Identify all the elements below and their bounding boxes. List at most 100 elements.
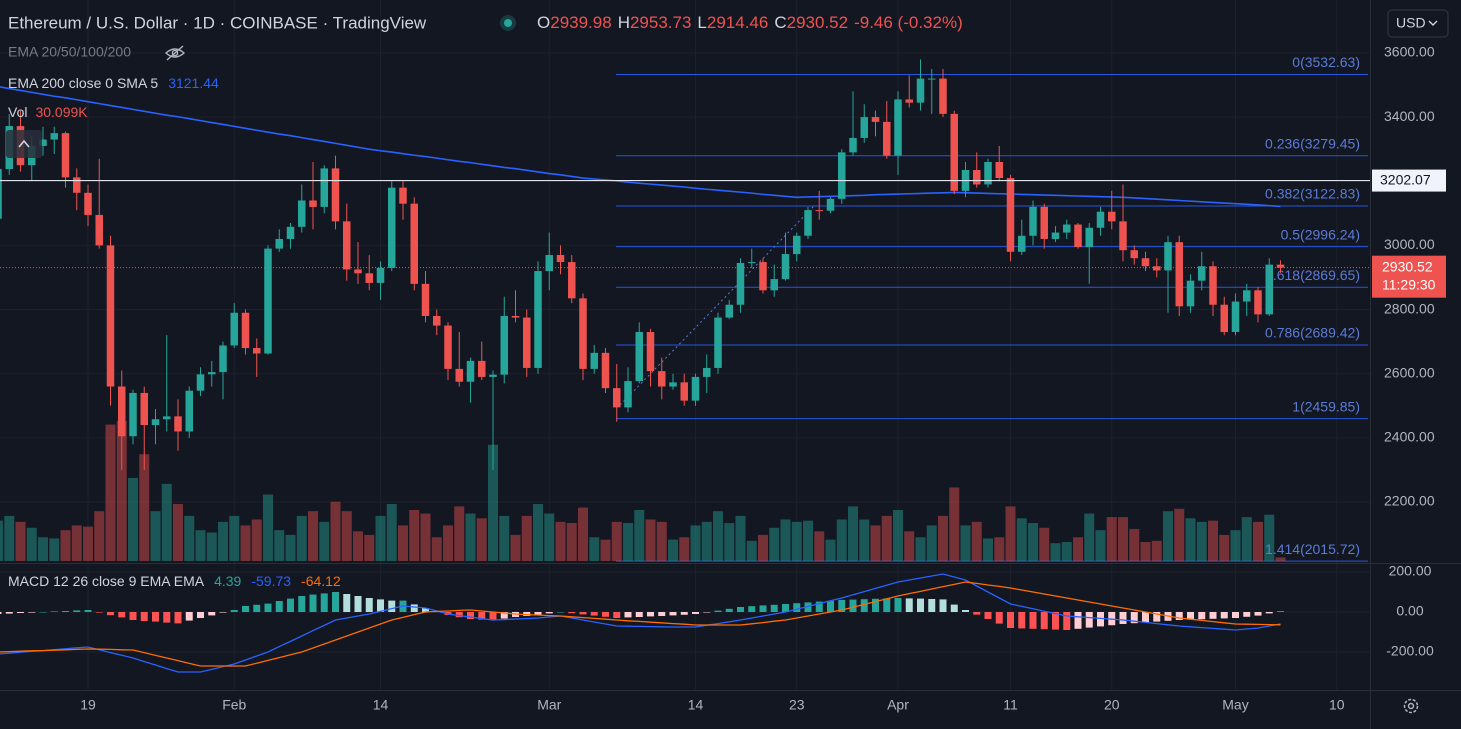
- macd-histogram-bar: [782, 604, 789, 612]
- hide-icon[interactable]: [164, 45, 186, 61]
- macd-histogram-bar: [804, 602, 812, 612]
- candle-body: [1186, 280, 1195, 307]
- candle-body: [511, 315, 520, 318]
- macd-histogram-bar: [467, 612, 474, 619]
- macd-histogram-bar: [242, 606, 249, 612]
- price-line-tag: [1372, 169, 1446, 192]
- volume-bar: [881, 515, 892, 561]
- y-tick-label: 3400.00: [1384, 108, 1435, 124]
- macd-histogram-bar: [1277, 611, 1284, 612]
- x-tick-label: 11: [1003, 697, 1018, 713]
- axis-layer: 3600.003400.003200.003000.002800.002600.…: [80, 44, 1446, 713]
- macd-histogram-bar: [455, 612, 463, 618]
- candle-body: [815, 210, 823, 212]
- volume-bar: [161, 483, 172, 561]
- macd-histogram-bar: [962, 610, 969, 612]
- macd-histogram-bar: [1130, 612, 1138, 624]
- countdown-label: 11:29:30: [1382, 276, 1436, 292]
- ohlc-value: 2914.46: [707, 13, 768, 32]
- settings-button[interactable]: [1403, 698, 1419, 714]
- volume-bar: [1151, 540, 1162, 561]
- fib-label: 0(3532.63): [1292, 54, 1360, 70]
- volume-bar: [600, 539, 611, 561]
- volume-bar: [353, 531, 363, 561]
- candle-body: [163, 416, 171, 420]
- macd-histogram-bar: [275, 601, 283, 612]
- macd-histogram-bar: [410, 604, 418, 612]
- macd-histogram-bar: [635, 612, 643, 617]
- candle-body: [1265, 264, 1273, 315]
- volume-bar: [1208, 520, 1218, 561]
- volume-bar: [971, 521, 982, 561]
- candle-body: [129, 392, 137, 437]
- candle-body: [174, 416, 182, 432]
- volume-bar: [206, 532, 217, 561]
- indicator-title: EMA 20/50/100/200: [8, 44, 131, 60]
- candle-body: [894, 99, 902, 156]
- volume-bar: [701, 521, 712, 561]
- currency-chevron: [1428, 20, 1438, 26]
- macd-histogram-bar: [62, 611, 69, 612]
- macd-histogram-bar: [1265, 612, 1273, 614]
- macd-histogram-bar: [703, 612, 711, 613]
- macd-histogram-bar: [534, 612, 542, 615]
- candle-body: [208, 372, 216, 375]
- candle-body: [646, 332, 655, 372]
- macd-histogram-bar: [174, 612, 182, 624]
- macd-histogram-bar: [1029, 612, 1037, 629]
- macd-histogram-bar: [1153, 612, 1161, 622]
- macd-histogram-bar: [1198, 612, 1206, 620]
- macd-histogram-bar: [1142, 612, 1149, 623]
- candle-body: [275, 238, 283, 249]
- volume-bar: [251, 519, 262, 561]
- candle-body: [421, 283, 430, 316]
- volume-bar: [949, 487, 960, 561]
- candle-body: [433, 315, 441, 326]
- macd-histogram-bar: [1040, 612, 1048, 630]
- macd-histogram-bar: [872, 598, 879, 612]
- candle-body: [241, 312, 250, 349]
- macd-histogram-bar: [39, 612, 47, 613]
- candle-body: [691, 376, 700, 401]
- volume-bar: [1005, 506, 1016, 561]
- volume-bar: [465, 513, 476, 561]
- y-tick-label: 3600.00: [1384, 44, 1435, 60]
- volume-bar: [105, 424, 116, 561]
- macd-histogram-bar: [1209, 612, 1217, 619]
- candle-body: [489, 374, 497, 377]
- macd-histogram-bar: [1052, 612, 1059, 630]
- macd-histogram-bar: [815, 601, 823, 612]
- candle-body: [849, 137, 857, 153]
- volume-bar: [49, 538, 60, 561]
- currency-button[interactable]: [1387, 9, 1449, 38]
- last-price-label: 2930.52: [1382, 258, 1433, 274]
- collapse-button[interactable]: [6, 130, 42, 158]
- volume-bar: [218, 521, 228, 561]
- volume-bar: [634, 509, 645, 561]
- volume-bar: [679, 537, 690, 561]
- candle-body: [230, 312, 238, 346]
- candle-body: [354, 269, 362, 274]
- candle-body: [1051, 232, 1060, 239]
- candle-body: [658, 371, 666, 387]
- macd-histogram-bar: [579, 612, 587, 615]
- x-tick-label: 20: [1104, 697, 1120, 713]
- macd-histogram-bar: [973, 612, 981, 615]
- volume-bar: [713, 511, 723, 561]
- macd-histogram-bar: [185, 612, 193, 621]
- volume-bar: [364, 534, 375, 561]
- volume-bar: [825, 539, 836, 561]
- macd-histogram-bar: [725, 608, 733, 612]
- macd-histogram-bar: [73, 610, 81, 612]
- fib-layer: 0(3532.63) 0.236(3279.45) 0.382(3122.83) 0.…: [616, 54, 1368, 562]
- volume-bar: [83, 526, 93, 561]
- candle-body: [601, 352, 610, 389]
- candle-body: [1231, 301, 1240, 333]
- candle-body: [770, 279, 778, 291]
- candle-body: [1029, 206, 1037, 236]
- volume-bar: [128, 477, 138, 561]
- volume-bar: [476, 518, 487, 561]
- candle-body: [1243, 290, 1251, 302]
- candle-body: [298, 200, 306, 227]
- macd-histogram-bar: [1243, 612, 1251, 617]
